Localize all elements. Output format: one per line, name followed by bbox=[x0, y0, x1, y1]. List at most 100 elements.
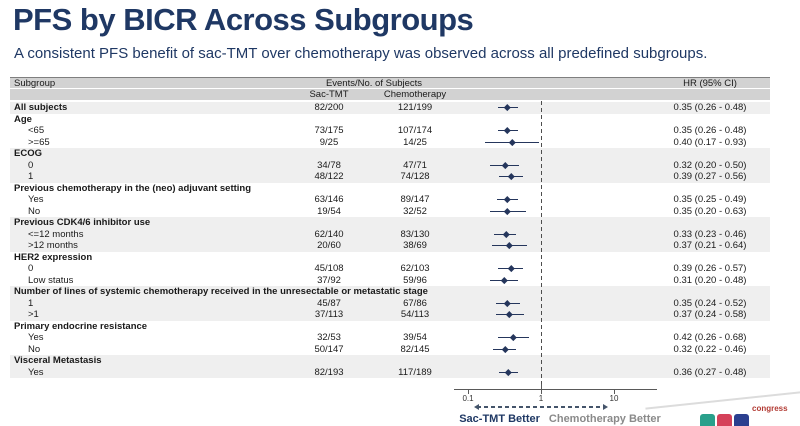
ci-plot-cell bbox=[460, 137, 650, 149]
hr-point-marker bbox=[506, 242, 513, 249]
section-header-row: Previous chemotherapy in the (neo) adjuv… bbox=[10, 183, 770, 195]
column-header-plot-spacer bbox=[460, 78, 650, 89]
sac-tmt-value: 82/193 bbox=[314, 366, 344, 378]
hr-ci-text: 0.37 (0.21 - 0.64) bbox=[673, 240, 747, 251]
hr-ci-text: 0.39 (0.26 - 0.57) bbox=[673, 263, 747, 274]
row-label: <65 bbox=[28, 125, 45, 136]
hr-ci-text: 0.31 (0.20 - 0.48) bbox=[673, 274, 747, 286]
axis-tick bbox=[468, 390, 470, 394]
ci-plot-cell bbox=[460, 309, 650, 321]
axis-tick-label: 0.1 bbox=[462, 394, 474, 403]
chemotherapy-value: 117/189 bbox=[398, 366, 432, 378]
ci-plot-cell bbox=[460, 125, 650, 137]
sac-tmt-value: 48/122 bbox=[314, 171, 344, 182]
hr-point-marker bbox=[504, 207, 511, 215]
row-label: <=12 months bbox=[28, 228, 84, 240]
congress-logo-text: congress bbox=[752, 404, 788, 413]
row-label: 1 bbox=[28, 171, 34, 182]
chemotherapy-value: 14/25 bbox=[403, 136, 427, 148]
ci-plot-cell bbox=[460, 171, 650, 183]
page-subtitle: A consistent PFS benefit of sac-TMT over… bbox=[14, 45, 708, 62]
sac-tmt-value: 50/147 bbox=[314, 343, 344, 355]
table-row: <65 73/175 107/174 0.35 (0.26 - 0.48) bbox=[10, 125, 770, 137]
chemotherapy-value: 74/128 bbox=[400, 171, 430, 182]
row-label: No bbox=[28, 205, 41, 217]
page-title: PFS by BICR Across Subgroups bbox=[13, 2, 474, 37]
table-row: 0 45/108 62/103 0.39 (0.26 - 0.57) bbox=[10, 263, 770, 275]
hr-point-marker bbox=[505, 368, 512, 376]
chemotherapy-value: 67/86 bbox=[403, 297, 427, 309]
ci-plot-cell bbox=[460, 160, 650, 172]
subgroup-name: Age bbox=[14, 113, 32, 125]
row-label: Low status bbox=[28, 274, 74, 286]
table-header-row-1: Subgroup Events/No. of Subjects HR (95% … bbox=[10, 77, 770, 89]
hr-point-marker bbox=[500, 276, 508, 284]
subgroup-name: HER2 expression bbox=[14, 251, 93, 263]
hr-point-marker bbox=[502, 230, 510, 238]
hr-ci-text: 0.39 (0.27 - 0.56) bbox=[673, 171, 747, 182]
subgroup-section: HER2 expression 0 45/108 62/103 0.39 (0.26 -… bbox=[10, 252, 770, 287]
chemotherapy-value: 82/145 bbox=[400, 343, 430, 355]
column-header-hr: HR (95% CI) bbox=[683, 78, 737, 89]
hr-point-marker bbox=[501, 161, 509, 169]
ci-plot-cell bbox=[460, 240, 650, 252]
row-label: No bbox=[28, 343, 41, 355]
subgroup-section: ECOG 0 34/78 47/71 0.32 (0.20 - 0.50) 1 48/122… bbox=[10, 148, 770, 183]
forest-plot-table: Subgroup Events/No. of Subjects HR (95% … bbox=[10, 77, 770, 425]
column-header-chemotherapy: Chemotherapy bbox=[383, 89, 447, 100]
arrow-left-icon bbox=[474, 404, 479, 410]
hr-ci-text: 0.32 (0.22 - 0.46) bbox=[673, 343, 747, 355]
sac-tmt-value: 37/92 bbox=[317, 274, 341, 286]
row-label: >1 bbox=[28, 309, 39, 320]
chemotherapy-value: 107/174 bbox=[397, 125, 433, 136]
sac-tmt-value: 82/200 bbox=[314, 102, 344, 113]
table-row: Low status 37/92 59/96 0.31 (0.20 - 0.48) bbox=[10, 275, 770, 287]
hr-point-marker bbox=[504, 104, 511, 111]
hr-point-marker bbox=[508, 138, 516, 146]
section-header-row: Visceral Metastasis bbox=[10, 355, 770, 367]
axis-tick-label: 10 bbox=[609, 394, 619, 403]
logo-block-blue bbox=[734, 414, 749, 426]
ci-plot-cell bbox=[460, 367, 650, 379]
logo-block-red bbox=[717, 414, 732, 426]
table-row: >1 37/113 54/113 0.37 (0.24 - 0.58) bbox=[10, 309, 770, 321]
ci-plot-cell bbox=[460, 206, 650, 218]
row-label: Yes bbox=[28, 366, 44, 378]
row-label: Yes bbox=[28, 332, 44, 343]
table-row: 1 45/87 67/86 0.35 (0.24 - 0.52) bbox=[10, 298, 770, 310]
logo-blocks bbox=[700, 414, 749, 426]
sac-tmt-value: 19/54 bbox=[317, 205, 341, 217]
chemotherapy-value: 121/199 bbox=[397, 102, 433, 113]
sac-tmt-value: 45/87 bbox=[317, 297, 341, 309]
chemotherapy-value: 83/130 bbox=[400, 228, 430, 240]
hr-ci-text: 0.36 (0.27 - 0.48) bbox=[673, 366, 747, 378]
hr-ci-text: 0.35 (0.26 - 0.48) bbox=[673, 102, 747, 113]
hr-point-marker bbox=[510, 334, 517, 341]
chemotherapy-value: 38/69 bbox=[403, 240, 427, 251]
axis-tick-label: 1 bbox=[538, 394, 544, 403]
arrow-right-icon bbox=[603, 404, 608, 410]
sac-tmt-value: 34/78 bbox=[317, 159, 341, 171]
axis-line bbox=[454, 389, 657, 391]
ci-plot-cell bbox=[460, 332, 650, 344]
axis-tick bbox=[614, 390, 616, 394]
sac-tmt-value: 45/108 bbox=[314, 263, 344, 274]
subgroup-section: Previous chemotherapy in the (neo) adjuv… bbox=[10, 183, 770, 218]
row-label: >=65 bbox=[28, 136, 50, 148]
ci-plot-cell bbox=[460, 344, 650, 356]
hr-point-marker bbox=[504, 127, 511, 134]
ci-plot-cell bbox=[460, 229, 650, 241]
chemotherapy-value: 47/71 bbox=[403, 159, 427, 171]
hr-ci-text: 0.33 (0.23 - 0.46) bbox=[673, 228, 747, 240]
direction-arrow bbox=[474, 404, 608, 410]
table-row: >=65 9/25 14/25 0.40 (0.17 - 0.93) bbox=[10, 137, 770, 149]
subgroup-section: All subjects 82/200 121/199 0.35 (0.26 - 0.… bbox=[10, 102, 770, 114]
table-row: 0 34/78 47/71 0.32 (0.20 - 0.50) bbox=[10, 160, 770, 172]
subgroup-name: Visceral Metastasis bbox=[14, 355, 102, 366]
row-label: 0 bbox=[28, 263, 34, 274]
hr-point-marker bbox=[504, 299, 511, 307]
chemotherapy-value: 62/103 bbox=[400, 263, 430, 274]
subgroup-section: Primary endocrine resistance Yes 32/53 39/5… bbox=[10, 321, 770, 356]
section-header-row: Previous CDK4/6 inhibitor use bbox=[10, 217, 770, 229]
subgroup-name: Previous chemotherapy in the (neo) adjuv… bbox=[14, 182, 252, 194]
